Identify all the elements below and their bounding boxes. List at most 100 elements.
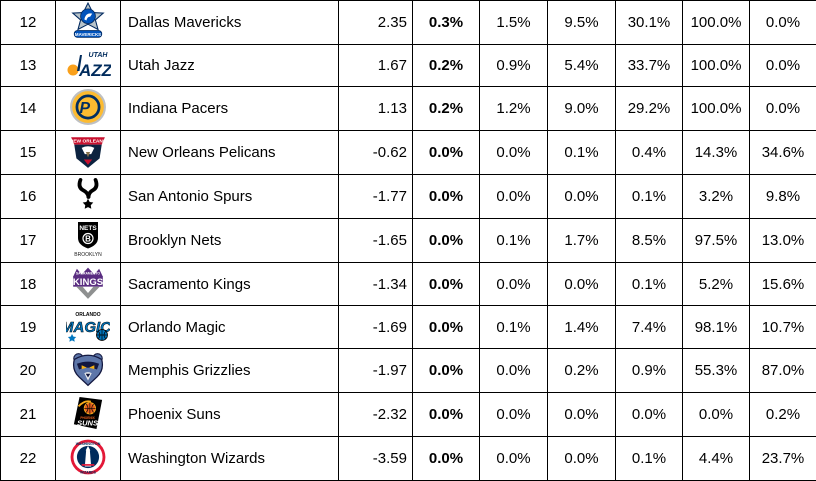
pct-cell-2: 0.0% <box>480 131 548 175</box>
rank-cell: 15 <box>1 131 56 175</box>
team-name-cell: Indiana Pacers <box>121 87 339 131</box>
pct-cell-2: 0.0% <box>480 393 548 437</box>
pct-cell-5: 14.3% <box>683 131 750 175</box>
rating-cell: -0.62 <box>339 131 413 175</box>
rating-cell: -1.65 <box>339 219 413 263</box>
svg-text:SACRAMENTO: SACRAMENTO <box>76 272 101 276</box>
pct-cell-1: 0.0% <box>413 393 480 437</box>
pct-cell-5: 100.0% <box>683 45 750 87</box>
pct-cell-1: 0.2% <box>413 87 480 131</box>
rating-cell: 2.35 <box>339 1 413 45</box>
pct-cell-6: 34.6% <box>750 131 816 175</box>
pct-cell-1: 0.0% <box>413 131 480 175</box>
svg-text:MAVERICKS: MAVERICKS <box>75 32 101 37</box>
team-name-cell: Sacramento Kings <box>121 263 339 306</box>
pct-cell-2: 0.1% <box>480 219 548 263</box>
pct-cell-4: 8.5% <box>616 219 683 263</box>
team-name-cell: Memphis Grizzlies <box>121 349 339 393</box>
pct-cell-3: 9.0% <box>548 87 616 131</box>
pct-cell-2: 0.0% <box>480 437 548 481</box>
rating-cell: 1.67 <box>339 45 413 87</box>
pct-cell-4: 0.4% <box>616 131 683 175</box>
pct-cell-2: 0.0% <box>480 263 548 306</box>
pct-cell-1: 0.0% <box>413 175 480 219</box>
team-name-cell: Utah Jazz <box>121 45 339 87</box>
table-row: 15 NEW ORLEANS New Orleans Pelicans -0.6… <box>1 131 816 175</box>
pct-cell-5: 98.1% <box>683 306 750 349</box>
rating-cell: -1.97 <box>339 349 413 393</box>
rating-cell: -1.69 <box>339 306 413 349</box>
team-name-cell: Washington Wizards <box>121 437 339 481</box>
svg-text:ORLANDO: ORLANDO <box>75 312 100 318</box>
pct-cell-4: 29.2% <box>616 87 683 131</box>
rank-cell: 17 <box>1 219 56 263</box>
logo-cell: NEW ORLEANS <box>56 131 121 175</box>
pct-cell-1: 0.2% <box>413 45 480 87</box>
pct-cell-6: 0.0% <box>750 87 816 131</box>
logo-cell <box>56 349 121 393</box>
table-row: 16 San Antonio Spurs -1.77 0.0% 0.0% 0.0… <box>1 175 816 219</box>
team-name-cell: Phoenix Suns <box>121 393 339 437</box>
orlando-magic-logo: ORLANDOMAGIC <box>56 306 120 346</box>
pct-cell-6: 13.0% <box>750 219 816 263</box>
pct-cell-6: 0.2% <box>750 393 816 437</box>
pct-cell-5: 4.4% <box>683 437 750 481</box>
pct-cell-2: 0.9% <box>480 45 548 87</box>
pct-cell-2: 0.1% <box>480 306 548 349</box>
pct-cell-3: 0.0% <box>548 263 616 306</box>
pct-cell-6: 9.8% <box>750 175 816 219</box>
pct-cell-5: 100.0% <box>683 87 750 131</box>
pct-cell-5: 97.5% <box>683 219 750 263</box>
svg-text:NETS: NETS <box>79 225 97 232</box>
pct-cell-1: 0.0% <box>413 437 480 481</box>
rank-cell: 14 <box>1 87 56 131</box>
pct-cell-6: 87.0% <box>750 349 816 393</box>
pct-cell-1: 0.0% <box>413 306 480 349</box>
pct-cell-6: 23.7% <box>750 437 816 481</box>
team-name-cell: Dallas Mavericks <box>121 1 339 45</box>
logo-cell: ORLANDOMAGIC <box>56 306 121 349</box>
rank-cell: 16 <box>1 175 56 219</box>
rating-cell: -1.34 <box>339 263 413 306</box>
team-name-cell: New Orleans Pelicans <box>121 131 339 175</box>
rank-cell: 21 <box>1 393 56 437</box>
san-antonio-spurs-logo <box>56 175 120 215</box>
pct-cell-4: 0.0% <box>616 393 683 437</box>
table-row: 20 Memphis Grizzlies -1.97 0.0% 0.0% 0.2… <box>1 349 816 393</box>
table-row: 12 MAVERICKS Dallas Mavericks 2.35 0.3% … <box>1 1 816 45</box>
rating-cell: -2.32 <box>339 393 413 437</box>
team-name-cell: Orlando Magic <box>121 306 339 349</box>
memphis-grizzlies-logo <box>56 349 120 389</box>
svg-text:KINGS: KINGS <box>73 277 103 288</box>
pct-cell-4: 33.7% <box>616 45 683 87</box>
rating-cell: -1.77 <box>339 175 413 219</box>
pct-cell-3: 1.4% <box>548 306 616 349</box>
pct-cell-1: 0.3% <box>413 1 480 45</box>
pct-cell-3: 1.7% <box>548 219 616 263</box>
svg-text:BROOKLYN: BROOKLYN <box>74 252 102 258</box>
svg-text:P: P <box>80 100 91 117</box>
rating-cell: 1.13 <box>339 87 413 131</box>
pct-cell-2: 0.0% <box>480 175 548 219</box>
new-orleans-pelicans-logo: NEW ORLEANS <box>56 131 120 171</box>
team-name-cell: Brooklyn Nets <box>121 219 339 263</box>
rank-cell: 22 <box>1 437 56 481</box>
logo-cell: P <box>56 87 121 131</box>
pct-cell-3: 5.4% <box>548 45 616 87</box>
pct-cell-3: 9.5% <box>548 1 616 45</box>
pct-cell-2: 0.0% <box>480 349 548 393</box>
rank-cell: 13 <box>1 45 56 87</box>
